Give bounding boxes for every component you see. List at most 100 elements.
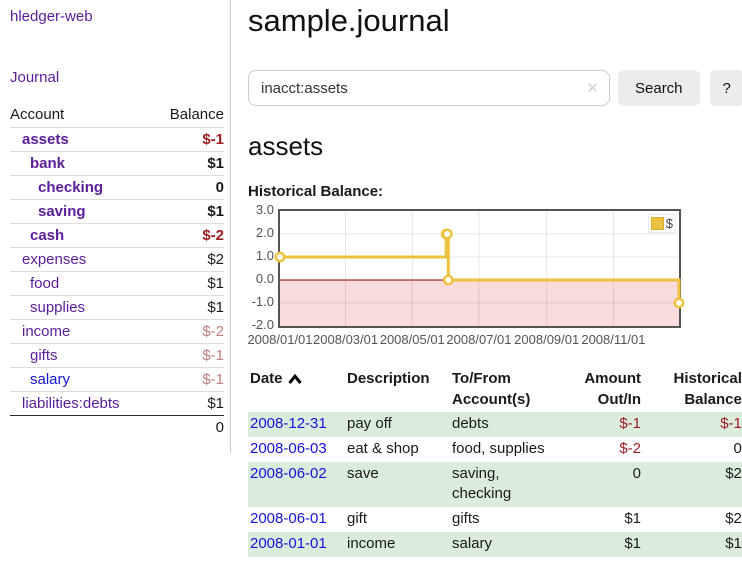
y-axis-tick-label: 0.0 xyxy=(255,271,274,286)
account-heading: assets xyxy=(248,131,324,161)
register-header-date[interactable]: Date xyxy=(248,366,345,412)
account-link[interactable]: checking xyxy=(38,179,104,196)
account-row: saving $1 xyxy=(10,199,224,224)
y-axis-tick-label: 2.0 xyxy=(255,225,274,240)
transaction-accounts: debts xyxy=(452,415,489,432)
page-title: sample.journal xyxy=(248,3,450,38)
account-balance: $-1 xyxy=(153,343,224,368)
account-balance: $-1 xyxy=(153,367,224,392)
data-point-marker xyxy=(673,297,685,309)
account-balance: $1 xyxy=(153,295,224,320)
search-button[interactable]: Search xyxy=(618,70,700,106)
account-row: expenses $2 xyxy=(10,247,224,272)
y-axis-tick-label: 3.0 xyxy=(255,202,274,217)
transaction-description: eat & shop xyxy=(347,440,419,457)
transaction-description: gift xyxy=(347,510,368,527)
account-link[interactable]: bank xyxy=(30,155,66,172)
account-row: liabilities:debts $1 xyxy=(10,392,224,416)
register-row: 2008-01-01 income salary $1 $1 xyxy=(248,532,742,557)
account-balance: $2 xyxy=(153,247,224,272)
account-row: income $-2 xyxy=(10,319,224,344)
transaction-description: pay off xyxy=(347,415,392,432)
account-link[interactable]: food xyxy=(30,275,60,292)
transaction-date-link[interactable]: 2008-01-01 xyxy=(250,535,327,552)
transaction-accounts: salary xyxy=(452,535,493,552)
account-link[interactable]: liabilities:debts xyxy=(22,395,120,412)
brand-link[interactable]: hledger-web xyxy=(10,8,93,25)
transaction-amount: 0 xyxy=(632,465,641,482)
x-axis-tick-label: 2008/09/01 xyxy=(514,332,580,347)
transaction-date-link[interactable]: 2008-12-31 xyxy=(250,415,327,432)
account-link[interactable]: income xyxy=(22,323,71,340)
transaction-amount: $-1 xyxy=(619,415,641,432)
y-axis-tick-label: 1.0 xyxy=(255,248,274,263)
register-row: 2008-12-31 pay off debts $-1 $-1 xyxy=(248,412,742,437)
x-axis-tick-label: 2008/11/01 xyxy=(581,332,646,347)
transaction-description: income xyxy=(347,535,396,552)
accounts-table: Account Balance assets $-1 bank $1 checking 0… xyxy=(10,103,224,439)
x-axis-tick-label: 2008/05/01 xyxy=(379,332,445,347)
account-row: checking 0 xyxy=(10,175,224,200)
account-balance: $1 xyxy=(207,395,224,412)
account-link[interactable]: cash xyxy=(30,227,65,244)
account-link[interactable]: assets xyxy=(22,131,69,148)
transaction-balance: $1 xyxy=(725,535,742,552)
sidebar-item-journal[interactable]: Journal xyxy=(10,69,60,86)
data-point-marker xyxy=(442,274,454,286)
account-balance: $1 xyxy=(153,151,224,176)
accounts-header-balance: Balance xyxy=(153,103,224,128)
transaction-balance: 0 xyxy=(733,440,742,457)
legend-label: $ xyxy=(665,216,673,231)
account-row: food $1 xyxy=(10,271,224,296)
register-header-row: Date Description To/From Account(s) Amount Ou… xyxy=(248,366,742,412)
account-link[interactable]: supplies xyxy=(30,299,86,316)
chart-legend: $ xyxy=(647,214,676,233)
search-form: ✕ Search ? xyxy=(248,70,742,106)
transaction-date-link[interactable]: 2008-06-01 xyxy=(250,510,327,527)
account-link[interactable]: expenses xyxy=(22,251,87,268)
y-axis-tick-label: -1.0 xyxy=(251,294,274,309)
register-row: 2008-06-03 eat & shop food, supplies $-2 0 xyxy=(248,437,742,462)
account-balance: 0 xyxy=(153,175,224,200)
transaction-date-link[interactable]: 2008-06-03 xyxy=(250,440,327,457)
transaction-accounts: saving, checking xyxy=(452,465,512,502)
chart-plot-area: $ xyxy=(274,209,685,328)
register-row: 2008-06-01 gift gifts $1 $2 xyxy=(248,507,742,532)
help-button[interactable]: ? xyxy=(709,70,742,106)
search-input-wrap: ✕ xyxy=(248,70,610,106)
x-axis-tick-label: 2008/01/01 xyxy=(247,332,313,347)
accounts-header-account: Account xyxy=(10,103,154,128)
x-axis-tick-label: 2008/03/01 xyxy=(313,332,379,347)
clear-search-icon[interactable]: ✕ xyxy=(586,80,599,97)
account-link[interactable]: gifts xyxy=(30,347,58,364)
account-balance: $1 xyxy=(153,271,224,296)
accounts-total-value: 0 xyxy=(153,415,224,439)
legend-swatch-icon xyxy=(650,217,664,230)
account-balance: $-1 xyxy=(153,127,224,152)
transaction-accounts: gifts xyxy=(452,510,480,527)
transaction-amount: $1 xyxy=(624,535,641,552)
account-balance: $1 xyxy=(153,199,224,224)
transaction-amount: $-2 xyxy=(619,440,641,457)
transaction-amount: $1 xyxy=(624,510,641,527)
account-link[interactable]: saving xyxy=(38,203,86,220)
transaction-date-link[interactable]: 2008-06-02 xyxy=(250,465,327,482)
sidebar: hledger-web Journal Account Balance asse… xyxy=(0,0,231,453)
register-header-to-from: To/From Account(s) xyxy=(452,370,531,408)
account-balance: $-2 xyxy=(153,319,224,344)
historical-balance-chart: 3.0 2.0 1.0 0.0 -1.0 -2.0 $2008/01/01 2008/03/0… xyxy=(247,202,685,347)
transaction-balance: $-1 xyxy=(720,415,742,432)
register-table: Date Description To/From Account(s) Amount Ou… xyxy=(248,366,742,557)
account-row: salary $-1 xyxy=(10,367,224,392)
account-row: supplies $1 xyxy=(10,295,224,320)
transaction-description: save xyxy=(347,465,379,482)
account-row: gifts $-1 xyxy=(10,343,224,368)
account-row: bank $1 xyxy=(10,151,224,176)
sidebar-nav: Journal xyxy=(10,69,224,86)
account-link[interactable]: salary xyxy=(30,371,71,388)
search-input[interactable] xyxy=(248,70,610,106)
account-row: cash $-2 xyxy=(10,223,224,248)
x-axis-tick-label: 2008/07/01 xyxy=(446,332,512,347)
app: hledger-web Journal Account Balance asse… xyxy=(0,0,742,557)
main-content: sample.journal ✕ Search ? assets Histori… xyxy=(231,0,742,557)
